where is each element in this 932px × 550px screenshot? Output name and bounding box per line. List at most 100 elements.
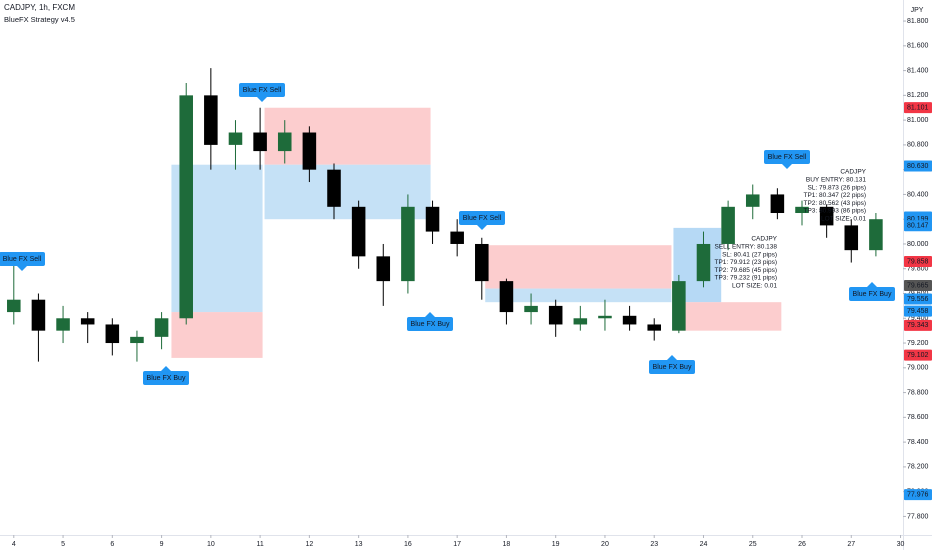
candle-body bbox=[745, 194, 760, 207]
info-line: LOT SIZE: 0.01 bbox=[821, 216, 866, 223]
candle-body bbox=[327, 169, 341, 207]
y-tick-label: 79.400 bbox=[907, 315, 929, 322]
candle-body bbox=[277, 132, 292, 152]
signal-pointer bbox=[477, 225, 487, 230]
signal-text: Blue FX Buy bbox=[653, 364, 692, 371]
y-tick-label: 77.800 bbox=[907, 513, 929, 520]
candle-body bbox=[819, 206, 834, 226]
signal-label: Blue FX Buy bbox=[849, 282, 895, 301]
candle-body bbox=[80, 318, 95, 325]
price-tag bbox=[904, 489, 932, 501]
candle-body bbox=[204, 95, 218, 145]
x-tick-label: 6 bbox=[110, 541, 114, 548]
x-tick-label: 18 bbox=[503, 541, 511, 548]
y-tick-label: 81.400 bbox=[907, 67, 929, 74]
price-tag-label: 79.556 bbox=[907, 296, 929, 303]
info-line: TP2: 80.562 (43 pips) bbox=[803, 200, 866, 207]
signal-label: Blue FX Sell bbox=[0, 252, 45, 271]
info-line: LOT SIZE: 0.01 bbox=[732, 283, 777, 290]
signal-pointer bbox=[17, 266, 27, 271]
candle-body bbox=[302, 132, 317, 170]
x-tick-label: 16 bbox=[404, 541, 412, 548]
candle-body bbox=[573, 318, 588, 325]
candle-body bbox=[524, 305, 538, 313]
price-tag-label: 79.343 bbox=[907, 322, 929, 329]
candle-body bbox=[56, 318, 70, 331]
signal-box bbox=[764, 150, 810, 164]
signal-pointer bbox=[667, 355, 677, 360]
info-line: TP3: 79.232 (91 pips) bbox=[714, 275, 777, 282]
info-line: SL: 80.41 (27 pips) bbox=[722, 251, 777, 258]
x-tick-label: 4 bbox=[12, 541, 16, 548]
chart-title: CADJPY, 1h, FXCM bbox=[4, 3, 75, 12]
signal-text: Blue FX Sell bbox=[768, 154, 807, 161]
candle-body bbox=[179, 95, 193, 319]
y-tick-label: 80.800 bbox=[907, 142, 929, 149]
info-line: TP2: 79.685 (45 pips) bbox=[714, 267, 777, 274]
price-tag bbox=[904, 349, 932, 361]
price-tag bbox=[904, 102, 932, 114]
candle-body bbox=[130, 336, 144, 344]
chart-subtitle: BlueFX Strategy v4.5 bbox=[4, 15, 75, 24]
signal-text: Blue FX Sell bbox=[463, 215, 502, 222]
signal-pointer bbox=[161, 366, 171, 371]
signal-pointer bbox=[867, 282, 877, 287]
x-tick-label: 11 bbox=[256, 541, 263, 548]
candle-body bbox=[228, 132, 243, 145]
candle-body bbox=[844, 225, 859, 251]
signal-label: Blue FX Buy bbox=[143, 366, 189, 385]
candle-body bbox=[622, 315, 637, 325]
signal-box bbox=[459, 211, 505, 225]
y-tick-label: 78.200 bbox=[907, 464, 929, 471]
signal-box bbox=[407, 317, 453, 331]
x-tick-label: 5 bbox=[61, 541, 65, 548]
signal-pointer bbox=[257, 97, 267, 102]
x-tick-label: 27 bbox=[847, 541, 855, 548]
signal-text: Blue FX Buy bbox=[147, 375, 186, 382]
x-tick-label: 23 bbox=[650, 541, 658, 548]
info-line: SELL ENTRY: 80.138 bbox=[714, 244, 777, 251]
price-tag-label: 79.858 bbox=[907, 258, 929, 265]
price-tag-label: 77.976 bbox=[907, 491, 929, 498]
zone bbox=[485, 245, 672, 289]
candle-body bbox=[351, 206, 366, 257]
signal-text: Blue FX Sell bbox=[3, 256, 42, 263]
candle-body bbox=[869, 219, 883, 251]
signal-box bbox=[649, 360, 695, 374]
signal-label: Blue FX Sell bbox=[459, 211, 505, 230]
candle-body bbox=[548, 305, 563, 325]
y-tick-label: 79.800 bbox=[907, 266, 929, 273]
y-tick-label: 81.000 bbox=[907, 117, 929, 124]
candle-body bbox=[31, 299, 46, 331]
candle-body bbox=[154, 318, 169, 337]
price-tag bbox=[904, 293, 932, 305]
y-tick-label: 79.200 bbox=[907, 340, 929, 347]
signal-text: Blue FX Sell bbox=[243, 87, 282, 94]
candle-body bbox=[647, 324, 661, 331]
candle-body bbox=[795, 206, 809, 214]
price-tag-label: 79.102 bbox=[907, 352, 929, 359]
signal-text: Blue FX Buy bbox=[411, 321, 450, 328]
info-line: TP1: 79.912 (23 pips) bbox=[714, 259, 777, 266]
signal-text: Blue FX Buy bbox=[853, 291, 892, 298]
y-tick-label: 79.000 bbox=[907, 365, 929, 372]
info-line: CADJPY bbox=[751, 236, 777, 243]
x-tick-label: 25 bbox=[749, 541, 757, 548]
zone bbox=[673, 302, 782, 331]
x-tick-label: 13 bbox=[355, 541, 363, 548]
y-tick-label: 78.600 bbox=[907, 414, 929, 421]
x-tick-label: 17 bbox=[453, 541, 461, 548]
zone bbox=[485, 288, 672, 303]
price-tag-label: 80.630 bbox=[907, 163, 929, 170]
signal-box bbox=[143, 371, 189, 385]
y-tick-label: 80.400 bbox=[907, 191, 929, 198]
x-tick-label: 26 bbox=[798, 541, 806, 548]
candle-body bbox=[253, 132, 267, 152]
currency-label: JPY bbox=[911, 7, 924, 14]
price-tag-label: 80.147 bbox=[907, 223, 929, 230]
y-tick-label: 81.600 bbox=[907, 43, 929, 50]
y-tick-label: 80.000 bbox=[907, 241, 929, 248]
x-tick-label: 19 bbox=[552, 541, 560, 548]
info-line: BUY ENTRY: 80.131 bbox=[806, 177, 866, 184]
